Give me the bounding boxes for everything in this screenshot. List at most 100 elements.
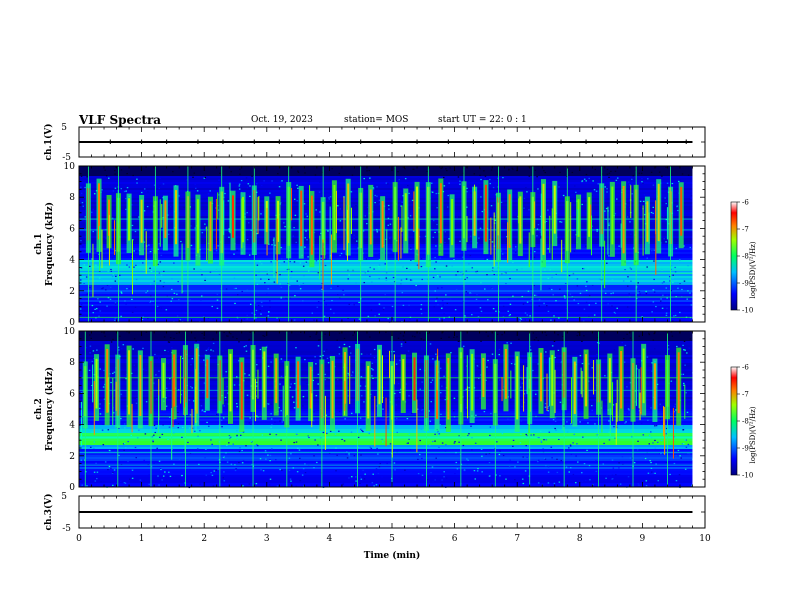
spectrogram-speckle — [192, 400, 195, 402]
spectrogram-speckle — [307, 203, 309, 205]
spectrogram-speckle — [345, 453, 347, 455]
spectrogram-speckle — [177, 411, 179, 414]
spectrogram-row — [79, 369, 693, 372]
spectrogram-speckle — [533, 284, 536, 287]
sferic-core — [504, 348, 507, 399]
spectrogram-speckle — [476, 270, 479, 272]
spectrogram-speckle — [302, 282, 305, 285]
spectrogram-speckle — [90, 446, 92, 448]
spectrogram-speckle — [150, 248, 153, 250]
spectrogram-speckle — [437, 287, 439, 289]
spectrogram-speckle — [455, 461, 458, 464]
spectrogram-speckle — [86, 293, 89, 295]
sferic-burst — [644, 196, 650, 255]
spectrogram-speckle — [521, 478, 524, 480]
spectrogram-speckle — [95, 462, 97, 464]
spectrogram-speckle — [382, 408, 384, 410]
sferic-burst — [227, 349, 233, 424]
spectrogram-speckle — [527, 290, 530, 292]
spectrogram-speckle — [217, 447, 220, 449]
spectrogram-speckle — [432, 219, 435, 222]
spectrogram-speckle — [661, 223, 664, 225]
spectrogram-speckle — [112, 484, 114, 486]
spectrogram-speckle — [618, 462, 620, 464]
spectrogram-speckle — [591, 284, 594, 286]
spectrogram-speckle — [167, 341, 170, 343]
spectrogram-speckle — [203, 177, 206, 179]
sferic-core — [140, 199, 143, 243]
spectrogram-speckle — [169, 378, 171, 380]
spectrogram-speckle — [673, 462, 676, 465]
spectrogram-row — [79, 246, 693, 249]
spectrogram-speckle — [683, 384, 685, 386]
spectrogram-speckle — [120, 188, 123, 190]
spectrogram-row — [79, 375, 693, 378]
spectrogram-speckle — [409, 279, 412, 281]
spectrogram-speckle — [607, 303, 609, 305]
spectrogram-speckle — [396, 431, 399, 434]
spectrogram-speckle — [583, 268, 585, 270]
spectrogram-speckle — [125, 192, 127, 195]
spectrogram-speckle — [525, 187, 527, 189]
spectrogram-speckle — [134, 306, 137, 308]
spectrogram-speckle — [326, 424, 329, 427]
spectrogram-speckle — [218, 346, 220, 348]
spectrogram-row — [79, 310, 693, 313]
spectrogram-speckle — [595, 190, 598, 192]
spectrogram-speckle — [484, 258, 486, 260]
spectrogram-speckle — [313, 231, 316, 234]
spectrogram-speckle — [613, 349, 616, 351]
spectrogram-speckle — [182, 426, 184, 429]
spectrogram-speckle — [683, 280, 686, 282]
spectrogram-speckle — [208, 347, 210, 349]
spectrogram-speckle — [216, 202, 218, 204]
spectrogram-speckle — [305, 262, 307, 264]
spectrogram-speckle — [237, 201, 240, 203]
spectrogram-speckle — [348, 303, 350, 305]
spectrogram-speckle — [400, 279, 403, 281]
spectrogram-speckle — [106, 284, 109, 286]
spectrogram-speckle — [387, 217, 390, 219]
spectrogram-speckle — [645, 293, 648, 295]
spectrogram-speckle — [509, 314, 511, 316]
sferic-core — [277, 200, 280, 242]
spectrogram-speckle — [264, 282, 266, 284]
spectrogram-speckle — [556, 471, 559, 474]
sferic-burst — [250, 331, 256, 487]
spectrogram-speckle — [293, 382, 296, 385]
spectrogram-speckle — [243, 318, 246, 320]
spectrogram-speckle — [143, 459, 145, 461]
spectrogram-speckle — [466, 292, 469, 294]
spectrogram-speckle — [200, 290, 202, 292]
spectrogram-speckle — [132, 348, 134, 350]
spectrogram-speckle — [553, 340, 556, 342]
spectrogram-speckle — [267, 343, 270, 345]
spectrogram-speckle — [435, 245, 437, 247]
spectrogram-speckle — [277, 173, 279, 175]
spectrogram-speckle — [442, 176, 445, 179]
spectrogram-speckle — [286, 269, 289, 271]
spectrogram-speckle — [389, 237, 391, 239]
sferic-core — [347, 183, 350, 244]
spectrogram-speckle — [648, 434, 651, 436]
spectrogram-speckle — [82, 465, 84, 467]
spectrogram-speckle — [256, 233, 258, 235]
spectrogram-speckle — [512, 445, 514, 447]
spectrogram-speckle — [571, 171, 574, 174]
spectrogram-speckle — [303, 274, 305, 277]
spectrogram-speckle — [462, 172, 465, 174]
spectrogram-speckle — [251, 463, 253, 466]
sferic-burst — [380, 196, 386, 261]
spectrogram-speckle — [404, 168, 406, 170]
y-tick-label: 10 — [64, 162, 76, 172]
spectrogram-speckle — [490, 226, 493, 229]
sferic-core — [242, 196, 245, 243]
sferic-burst — [96, 178, 102, 252]
spectrogram-speckle — [653, 332, 655, 335]
spectrogram-speckle — [364, 272, 367, 274]
spectrogram-row — [79, 220, 693, 223]
spectrogram-speckle — [680, 423, 682, 425]
spectrogram-speckle — [606, 475, 608, 477]
spectrogram-speckle — [527, 297, 530, 299]
